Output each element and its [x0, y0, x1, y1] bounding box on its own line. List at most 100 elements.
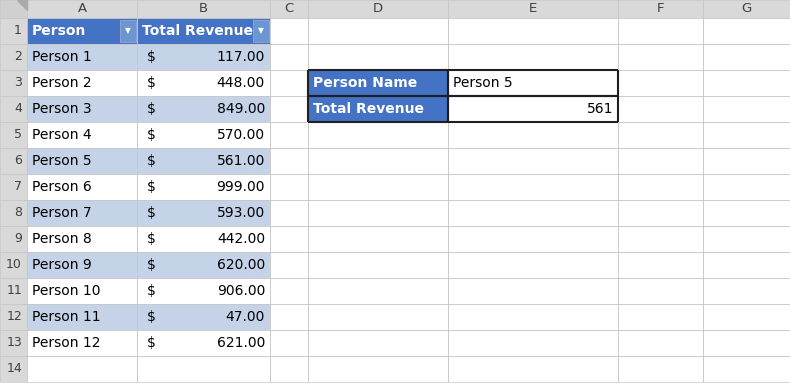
Text: 117.00: 117.00: [216, 50, 265, 64]
Bar: [0, 174, 27, 200]
Bar: [448, 174, 618, 200]
Bar: [137, 96, 270, 122]
Bar: [137, 226, 270, 252]
Bar: [137, 330, 270, 356]
Bar: [308, 44, 448, 70]
Bar: [137, 0, 270, 18]
Text: Person 3: Person 3: [32, 102, 92, 116]
Bar: [0, 96, 27, 122]
Bar: [137, 304, 270, 330]
Bar: [703, 44, 790, 70]
Text: 12: 12: [6, 310, 22, 323]
Text: $: $: [147, 206, 156, 220]
Bar: [703, 330, 790, 356]
Bar: [0, 252, 27, 278]
Text: Person 4: Person 4: [32, 128, 92, 142]
Bar: [27, 330, 137, 356]
Bar: [137, 122, 270, 148]
Text: ▼: ▼: [258, 27, 264, 35]
Bar: [270, 278, 308, 304]
Bar: [703, 96, 790, 122]
Bar: [618, 96, 703, 122]
Bar: [0, 356, 27, 382]
Bar: [0, 0, 27, 18]
Text: 1: 1: [14, 25, 22, 37]
Bar: [27, 200, 137, 226]
Text: 561.00: 561.00: [216, 154, 265, 168]
Bar: [270, 200, 308, 226]
Text: $: $: [147, 310, 156, 324]
Text: Person 5: Person 5: [453, 76, 513, 90]
Text: Person 7: Person 7: [32, 206, 92, 220]
Bar: [618, 148, 703, 174]
Text: 620.00: 620.00: [216, 258, 265, 272]
Bar: [448, 148, 618, 174]
Bar: [0, 122, 27, 148]
Text: Person 10: Person 10: [32, 284, 100, 298]
Bar: [137, 70, 270, 96]
Text: Person 12: Person 12: [32, 336, 100, 350]
Bar: [703, 304, 790, 330]
Bar: [618, 0, 703, 18]
Bar: [0, 200, 27, 226]
Bar: [448, 278, 618, 304]
Bar: [618, 278, 703, 304]
Text: G: G: [741, 2, 751, 15]
Text: Person 6: Person 6: [32, 180, 92, 194]
Text: $: $: [147, 232, 156, 246]
Bar: [137, 200, 270, 226]
Bar: [308, 304, 448, 330]
Bar: [137, 148, 270, 174]
Text: 9: 9: [14, 233, 22, 246]
Bar: [253, 20, 269, 42]
Bar: [703, 200, 790, 226]
Bar: [703, 356, 790, 382]
Bar: [270, 330, 308, 356]
Bar: [618, 200, 703, 226]
Text: C: C: [284, 2, 294, 15]
Text: Person: Person: [32, 24, 86, 38]
Bar: [618, 226, 703, 252]
Bar: [0, 278, 27, 304]
Text: $: $: [147, 336, 156, 350]
Bar: [137, 278, 270, 304]
Bar: [27, 174, 137, 200]
Bar: [270, 44, 308, 70]
Text: 3: 3: [14, 77, 22, 89]
Bar: [270, 18, 308, 44]
Bar: [308, 70, 448, 96]
Bar: [270, 70, 308, 96]
Bar: [308, 278, 448, 304]
Bar: [308, 226, 448, 252]
Bar: [448, 330, 618, 356]
Bar: [448, 304, 618, 330]
Text: $: $: [147, 128, 156, 142]
Bar: [618, 252, 703, 278]
Text: $: $: [147, 180, 156, 194]
Bar: [308, 330, 448, 356]
Text: Person 8: Person 8: [32, 232, 92, 246]
Bar: [120, 20, 136, 42]
Bar: [448, 18, 618, 44]
Text: 849.00: 849.00: [216, 102, 265, 116]
Text: 570.00: 570.00: [217, 128, 265, 142]
Bar: [137, 18, 270, 44]
Text: 593.00: 593.00: [216, 206, 265, 220]
Bar: [703, 18, 790, 44]
Text: 8: 8: [14, 206, 22, 219]
Bar: [270, 304, 308, 330]
Bar: [0, 18, 27, 44]
Text: Person 2: Person 2: [32, 76, 92, 90]
Bar: [703, 174, 790, 200]
Text: 6: 6: [14, 154, 22, 167]
Text: ▼: ▼: [125, 27, 131, 35]
Bar: [448, 252, 618, 278]
Bar: [308, 252, 448, 278]
Bar: [308, 200, 448, 226]
Polygon shape: [17, 0, 27, 10]
Bar: [448, 96, 618, 122]
Bar: [618, 330, 703, 356]
Bar: [0, 330, 27, 356]
Bar: [270, 226, 308, 252]
Bar: [308, 18, 448, 44]
